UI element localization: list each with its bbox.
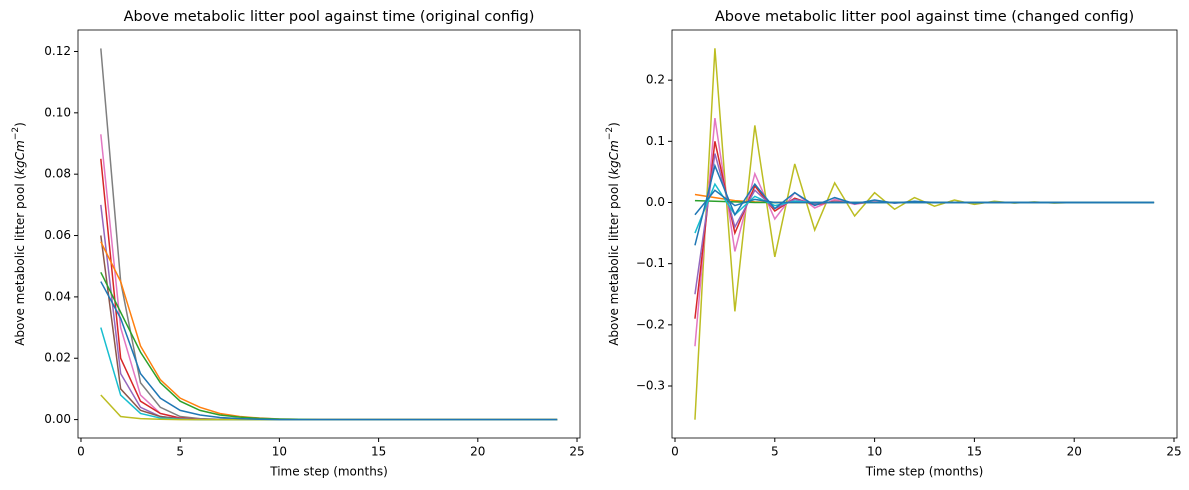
series-line	[694, 48, 1155, 420]
y-axis-label-exp: −2	[605, 127, 615, 140]
y-axis-label: Above metabolic litter pool (kgCm−2)	[605, 122, 621, 346]
x-tick-label: 20	[470, 445, 485, 459]
y-tick-label: 0.02	[44, 351, 71, 365]
series-line	[694, 141, 1155, 319]
series-line	[100, 48, 558, 421]
series-line	[100, 241, 558, 421]
y-tick-label: 0.2	[646, 73, 665, 87]
x-tick-label: 15	[967, 445, 982, 459]
y-tick-label: 0.0	[646, 195, 665, 209]
y-tick-label: −0.3	[636, 379, 665, 393]
series-line	[100, 327, 558, 421]
y-tick-label: 0.06	[44, 228, 71, 242]
y-tick-label: −0.2	[636, 317, 665, 331]
y-axis-label-text: Above metabolic litter pool (	[607, 175, 621, 346]
series-line	[694, 163, 1155, 246]
axes-frame	[671, 29, 1178, 439]
y-axis-label-text: Above metabolic litter pool (	[13, 175, 27, 346]
series-line	[694, 153, 1155, 295]
axes-frame	[77, 29, 581, 439]
y-tick-label: 0.08	[44, 167, 71, 181]
y-tick-label: 0.1	[646, 134, 665, 148]
series-line	[100, 272, 558, 421]
y-tick-label: 0.12	[44, 44, 71, 58]
x-tick-label: 20	[1067, 445, 1082, 459]
x-tick-label: 0	[77, 445, 85, 459]
y-axis-label-unit: kgCm	[13, 140, 27, 175]
series-line	[100, 158, 558, 421]
y-axis-label-exp: −2	[11, 127, 21, 140]
x-tick-label: 10	[867, 445, 882, 459]
subplot: Above metabolic litter pool against time…	[605, 9, 1182, 479]
x-tick-label: 0	[671, 445, 679, 459]
x-tick-label: 25	[1166, 445, 1181, 459]
chart-title: Above metabolic litter pool against time…	[715, 9, 1134, 25]
chart-title: Above metabolic litter pool against time…	[124, 9, 535, 25]
series-line	[694, 189, 1155, 216]
y-axis-label-close: )	[13, 122, 27, 127]
x-axis-label: Time step (months)	[865, 465, 984, 479]
y-axis-label: Above metabolic litter pool (kgCm−2)	[11, 122, 27, 346]
y-tick-label: −0.1	[636, 256, 665, 270]
subplot: Above metabolic litter pool against time…	[11, 9, 585, 479]
y-tick-label: 0.10	[44, 105, 71, 119]
series-line	[100, 281, 558, 421]
x-axis-label: Time step (months)	[269, 465, 388, 479]
y-tick-label: 0.00	[44, 412, 71, 426]
y-axis-label-close: )	[607, 122, 621, 127]
x-tick-label: 10	[272, 445, 287, 459]
series-line	[100, 134, 558, 421]
x-tick-label: 5	[176, 445, 184, 459]
x-tick-label: 5	[771, 445, 779, 459]
series-line	[694, 182, 1155, 234]
x-tick-label: 15	[371, 445, 386, 459]
y-tick-label: 0.04	[44, 289, 71, 303]
y-axis-label-unit: kgCm	[607, 140, 621, 175]
x-tick-label: 25	[569, 445, 584, 459]
series-line	[694, 117, 1155, 347]
